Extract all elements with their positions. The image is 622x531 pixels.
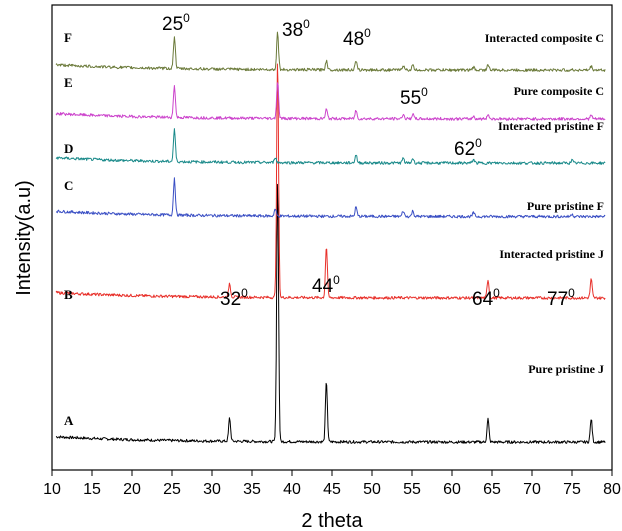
x-ticks: 10 15 20 25 30 35 40 45 50 55 60 65 70 75 80: [43, 470, 621, 498]
x-tick-label-55: 55: [403, 481, 421, 498]
curve-label-f: Interacted composite C: [485, 31, 604, 45]
curve-label-b: Interacted pristine J: [499, 247, 604, 261]
x-tick-label-45: 45: [323, 481, 341, 498]
curve-letter-c: C: [64, 178, 73, 193]
x-tick-label-30: 30: [203, 481, 221, 498]
traces-layer: [55, 31, 606, 444]
peak-label-32: 320: [220, 286, 248, 310]
plot-frame: [51, 4, 613, 471]
trace-f: [55, 31, 606, 72]
x-tick-label-35: 35: [243, 481, 261, 498]
curve-labels: Pure pristine J Interacted pristine J Pure…: [485, 31, 604, 376]
x-tick-label-80: 80: [603, 481, 621, 498]
curve-letter-e: E: [64, 75, 73, 90]
y-axis-title: Intensity(a.u): [13, 180, 35, 296]
x-tick-label-10: 10: [43, 481, 61, 498]
trace-d: [55, 128, 606, 165]
curve-label-e: Pure composite C: [514, 84, 604, 98]
peak-label-62: 620: [454, 136, 482, 160]
x-tick-label-75: 75: [563, 481, 581, 498]
x-tick-label-70: 70: [523, 481, 541, 498]
peak-label-55: 550: [400, 85, 428, 109]
curve-letter-d: D: [64, 141, 73, 156]
peak-label-48: 480: [343, 26, 371, 50]
trace-e: [55, 82, 606, 121]
x-tick-label-25: 25: [163, 481, 181, 498]
trace-b: [55, 63, 606, 300]
peak-label-64: 640: [472, 286, 500, 310]
trace-c: [55, 177, 606, 219]
peak-label-38: 380: [282, 17, 310, 41]
curve-letter-a: A: [64, 413, 74, 428]
x-tick-label-65: 65: [483, 481, 501, 498]
curve-letter-b: B: [64, 287, 73, 302]
curve-label-c: Pure pristine F: [527, 199, 604, 213]
x-tick-label-20: 20: [123, 481, 141, 498]
x-tick-label-50: 50: [363, 481, 381, 498]
peak-label-44: 440: [312, 273, 340, 297]
curve-letter-f: F: [64, 30, 72, 45]
x-axis-title: 2 theta: [301, 510, 363, 531]
x-tick-label-40: 40: [283, 481, 301, 498]
peak-label-77: 770: [547, 286, 575, 310]
x-tick-label-60: 60: [443, 481, 461, 498]
curve-label-a: Pure pristine J: [528, 362, 604, 376]
peak-annotations: 250 380 480 550 620 320 440 640 770: [162, 11, 575, 310]
curve-letters: A B C D E F: [64, 30, 74, 428]
x-tick-label-15: 15: [83, 481, 101, 498]
trace-a: [55, 183, 606, 444]
peak-label-25: 250: [162, 11, 190, 35]
curve-label-d: Interacted pristine F: [498, 119, 604, 133]
